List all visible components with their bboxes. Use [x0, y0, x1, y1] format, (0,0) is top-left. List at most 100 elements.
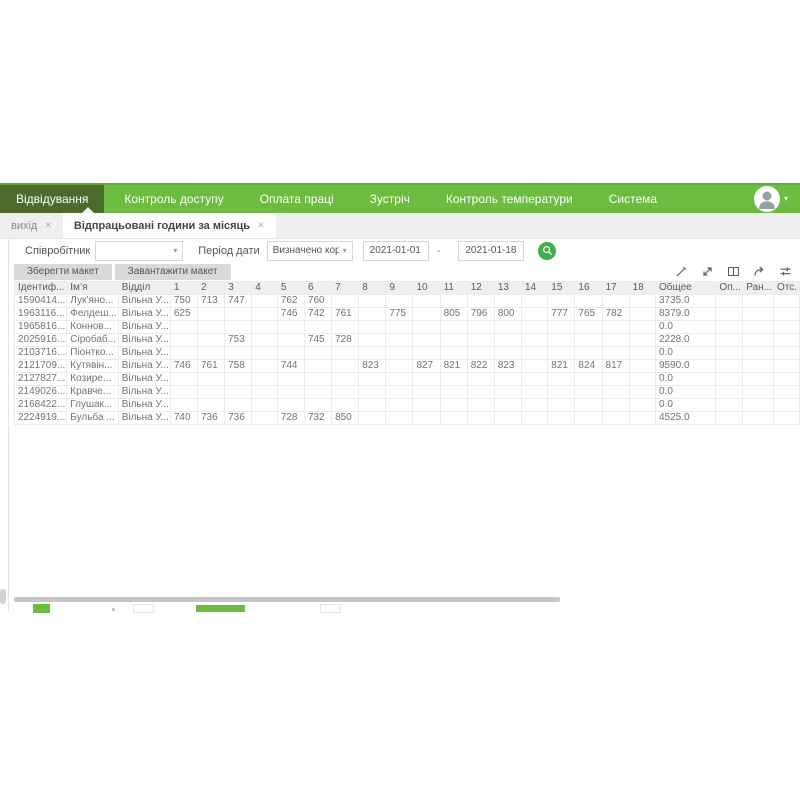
cell-day — [331, 346, 360, 360]
column-header[interactable]: 2 — [196, 281, 226, 295]
column-header[interactable]: Ім’я — [66, 281, 119, 295]
nav-item-payroll[interactable]: Оплата праці — [259, 192, 334, 206]
vertical-scrollbar-thumb[interactable] — [0, 589, 6, 604]
cell-day: 753 — [224, 333, 253, 347]
column-header[interactable]: Отс. — [773, 281, 800, 295]
nav-item-attendance[interactable]: Відвідування — [0, 185, 105, 213]
table-row[interactable]: 2121709... Кутявін... Вільна У... 746 761 758… — [13, 359, 800, 373]
search-icon — [542, 246, 552, 256]
cell-day — [303, 398, 333, 412]
cell-day — [773, 385, 800, 399]
column-header[interactable]: 3 — [224, 281, 253, 295]
tab-exit[interactable]: вихід ✕ — [0, 213, 63, 238]
column-header[interactable]: 7 — [331, 281, 360, 295]
column-header[interactable]: 9 — [385, 281, 414, 295]
cell-day — [196, 398, 226, 412]
table-row[interactable]: 2168422... Глушак... Вільна У... 0.0 — [13, 398, 800, 412]
cell-day — [715, 359, 744, 373]
table-row[interactable]: 2103716... Піонтко... Вільна У... 0.0 — [13, 346, 800, 360]
cell-day — [196, 385, 226, 399]
column-header[interactable]: 17 — [601, 281, 630, 295]
cell-day — [412, 294, 441, 308]
date-to-input[interactable]: 2021-01-18 — [458, 240, 525, 261]
column-header[interactable]: 8 — [358, 281, 387, 295]
column-header[interactable]: 15 — [547, 281, 576, 295]
cell-day — [276, 372, 305, 386]
cell-day — [773, 294, 800, 308]
tab-hours-worked-per-month[interactable]: Відпрацьовані години за місяць ✕ — [62, 213, 276, 238]
table-row[interactable]: 2127827... Козире... Вільна У... 0.0 — [13, 372, 800, 386]
cell-day — [303, 385, 333, 399]
cell-dept: Вільна У... — [117, 333, 171, 347]
cell-day — [574, 411, 603, 425]
column-header[interactable]: 11 — [439, 281, 468, 295]
table-row[interactable]: 1963116... Фелдеш... Вільна У... 625 746 742 7… — [13, 307, 800, 321]
date-from-input[interactable]: 2021-01-01 — [362, 240, 429, 261]
cell-name: Сіробаб... — [66, 333, 119, 347]
cell-day — [276, 333, 305, 347]
table-row[interactable]: 1965816... Коннов... Вільна У... 0.0 — [13, 320, 800, 334]
column-header[interactable]: 6 — [303, 281, 333, 295]
cell-day — [303, 359, 333, 373]
table-row[interactable]: 2149026... Кравче... Вільна У... 0.0 — [13, 385, 800, 399]
employee-select[interactable]: ▾ — [95, 240, 184, 261]
column-header[interactable]: 10 — [412, 281, 441, 295]
period-select[interactable]: Визначено користу ▾ — [266, 240, 353, 261]
column-header[interactable]: Ран... — [742, 281, 775, 295]
horizontal-scrollbar[interactable] — [14, 597, 560, 602]
nav-item-meeting[interactable]: Зустріч — [369, 192, 410, 206]
nav-item-access-control[interactable]: Контроль доступу — [124, 192, 224, 206]
cell-day — [466, 398, 495, 412]
cell-day — [196, 307, 226, 321]
edit-icon[interactable] — [675, 265, 688, 278]
cell-day — [251, 294, 278, 308]
cell-day — [196, 333, 226, 347]
cell-day — [520, 372, 549, 386]
column-header[interactable]: 13 — [493, 281, 522, 295]
close-icon[interactable]: ✕ — [44, 220, 52, 230]
cell-day — [742, 346, 775, 360]
column-header[interactable]: 4 — [251, 281, 278, 295]
close-icon[interactable]: ✕ — [257, 220, 265, 230]
cell-id: 2224919... — [13, 411, 68, 425]
column-header[interactable]: Оп... — [715, 281, 744, 295]
column-header[interactable]: Общее — [654, 281, 717, 295]
cell-day — [601, 320, 630, 334]
cell-total: 0.0 — [654, 320, 717, 334]
table-row[interactable]: 2025916... Сіробаб... Вільна У... 753 745 728… — [13, 333, 800, 347]
cell-day: 732 — [303, 411, 333, 425]
cell-day: 762 — [276, 294, 305, 308]
cell-day: 745 — [303, 333, 333, 347]
cell-dept: Вільна У... — [117, 307, 171, 321]
cell-day: 775 — [385, 307, 414, 321]
expand-icon[interactable] — [701, 265, 714, 278]
column-header[interactable]: 16 — [574, 281, 603, 295]
cell-dept: Вільна У... — [117, 346, 171, 360]
cell-day — [466, 346, 495, 360]
column-header[interactable]: 14 — [520, 281, 549, 295]
export-icon[interactable] — [753, 265, 766, 278]
table-row[interactable]: 2224919... Бульба ... Вільна У... 740 736 736… — [13, 411, 800, 425]
cell-day — [520, 320, 549, 334]
load-layout-button[interactable]: Завантажити макет — [114, 263, 231, 280]
nav-item-system[interactable]: Система — [608, 192, 658, 206]
cell-day — [224, 372, 253, 386]
cell-name: Фелдеш... — [66, 307, 119, 321]
cell-day — [331, 320, 360, 334]
table-row[interactable]: 1590414... Лук’яно... Вільна У... 750 713 747… — [13, 294, 800, 308]
nav-item-temperature-control[interactable]: Контроль температури — [445, 192, 573, 206]
save-layout-button[interactable]: Зберегти макет — [14, 263, 112, 280]
column-header[interactable]: Відділ — [117, 281, 171, 295]
filter-icon[interactable] — [779, 265, 792, 278]
column-header[interactable]: 1 — [169, 281, 198, 295]
columns-icon[interactable] — [727, 265, 740, 278]
cell-day: 728 — [331, 333, 360, 347]
column-header[interactable]: Ідентиф... — [13, 281, 68, 295]
column-header[interactable]: 18 — [628, 281, 657, 295]
cell-day — [385, 385, 414, 399]
search-button[interactable] — [538, 241, 557, 260]
column-header[interactable]: 12 — [466, 281, 495, 295]
cell-total: 0.0 — [654, 398, 717, 412]
user-menu[interactable]: ▾ — [753, 185, 800, 213]
column-header[interactable]: 5 — [276, 281, 305, 295]
